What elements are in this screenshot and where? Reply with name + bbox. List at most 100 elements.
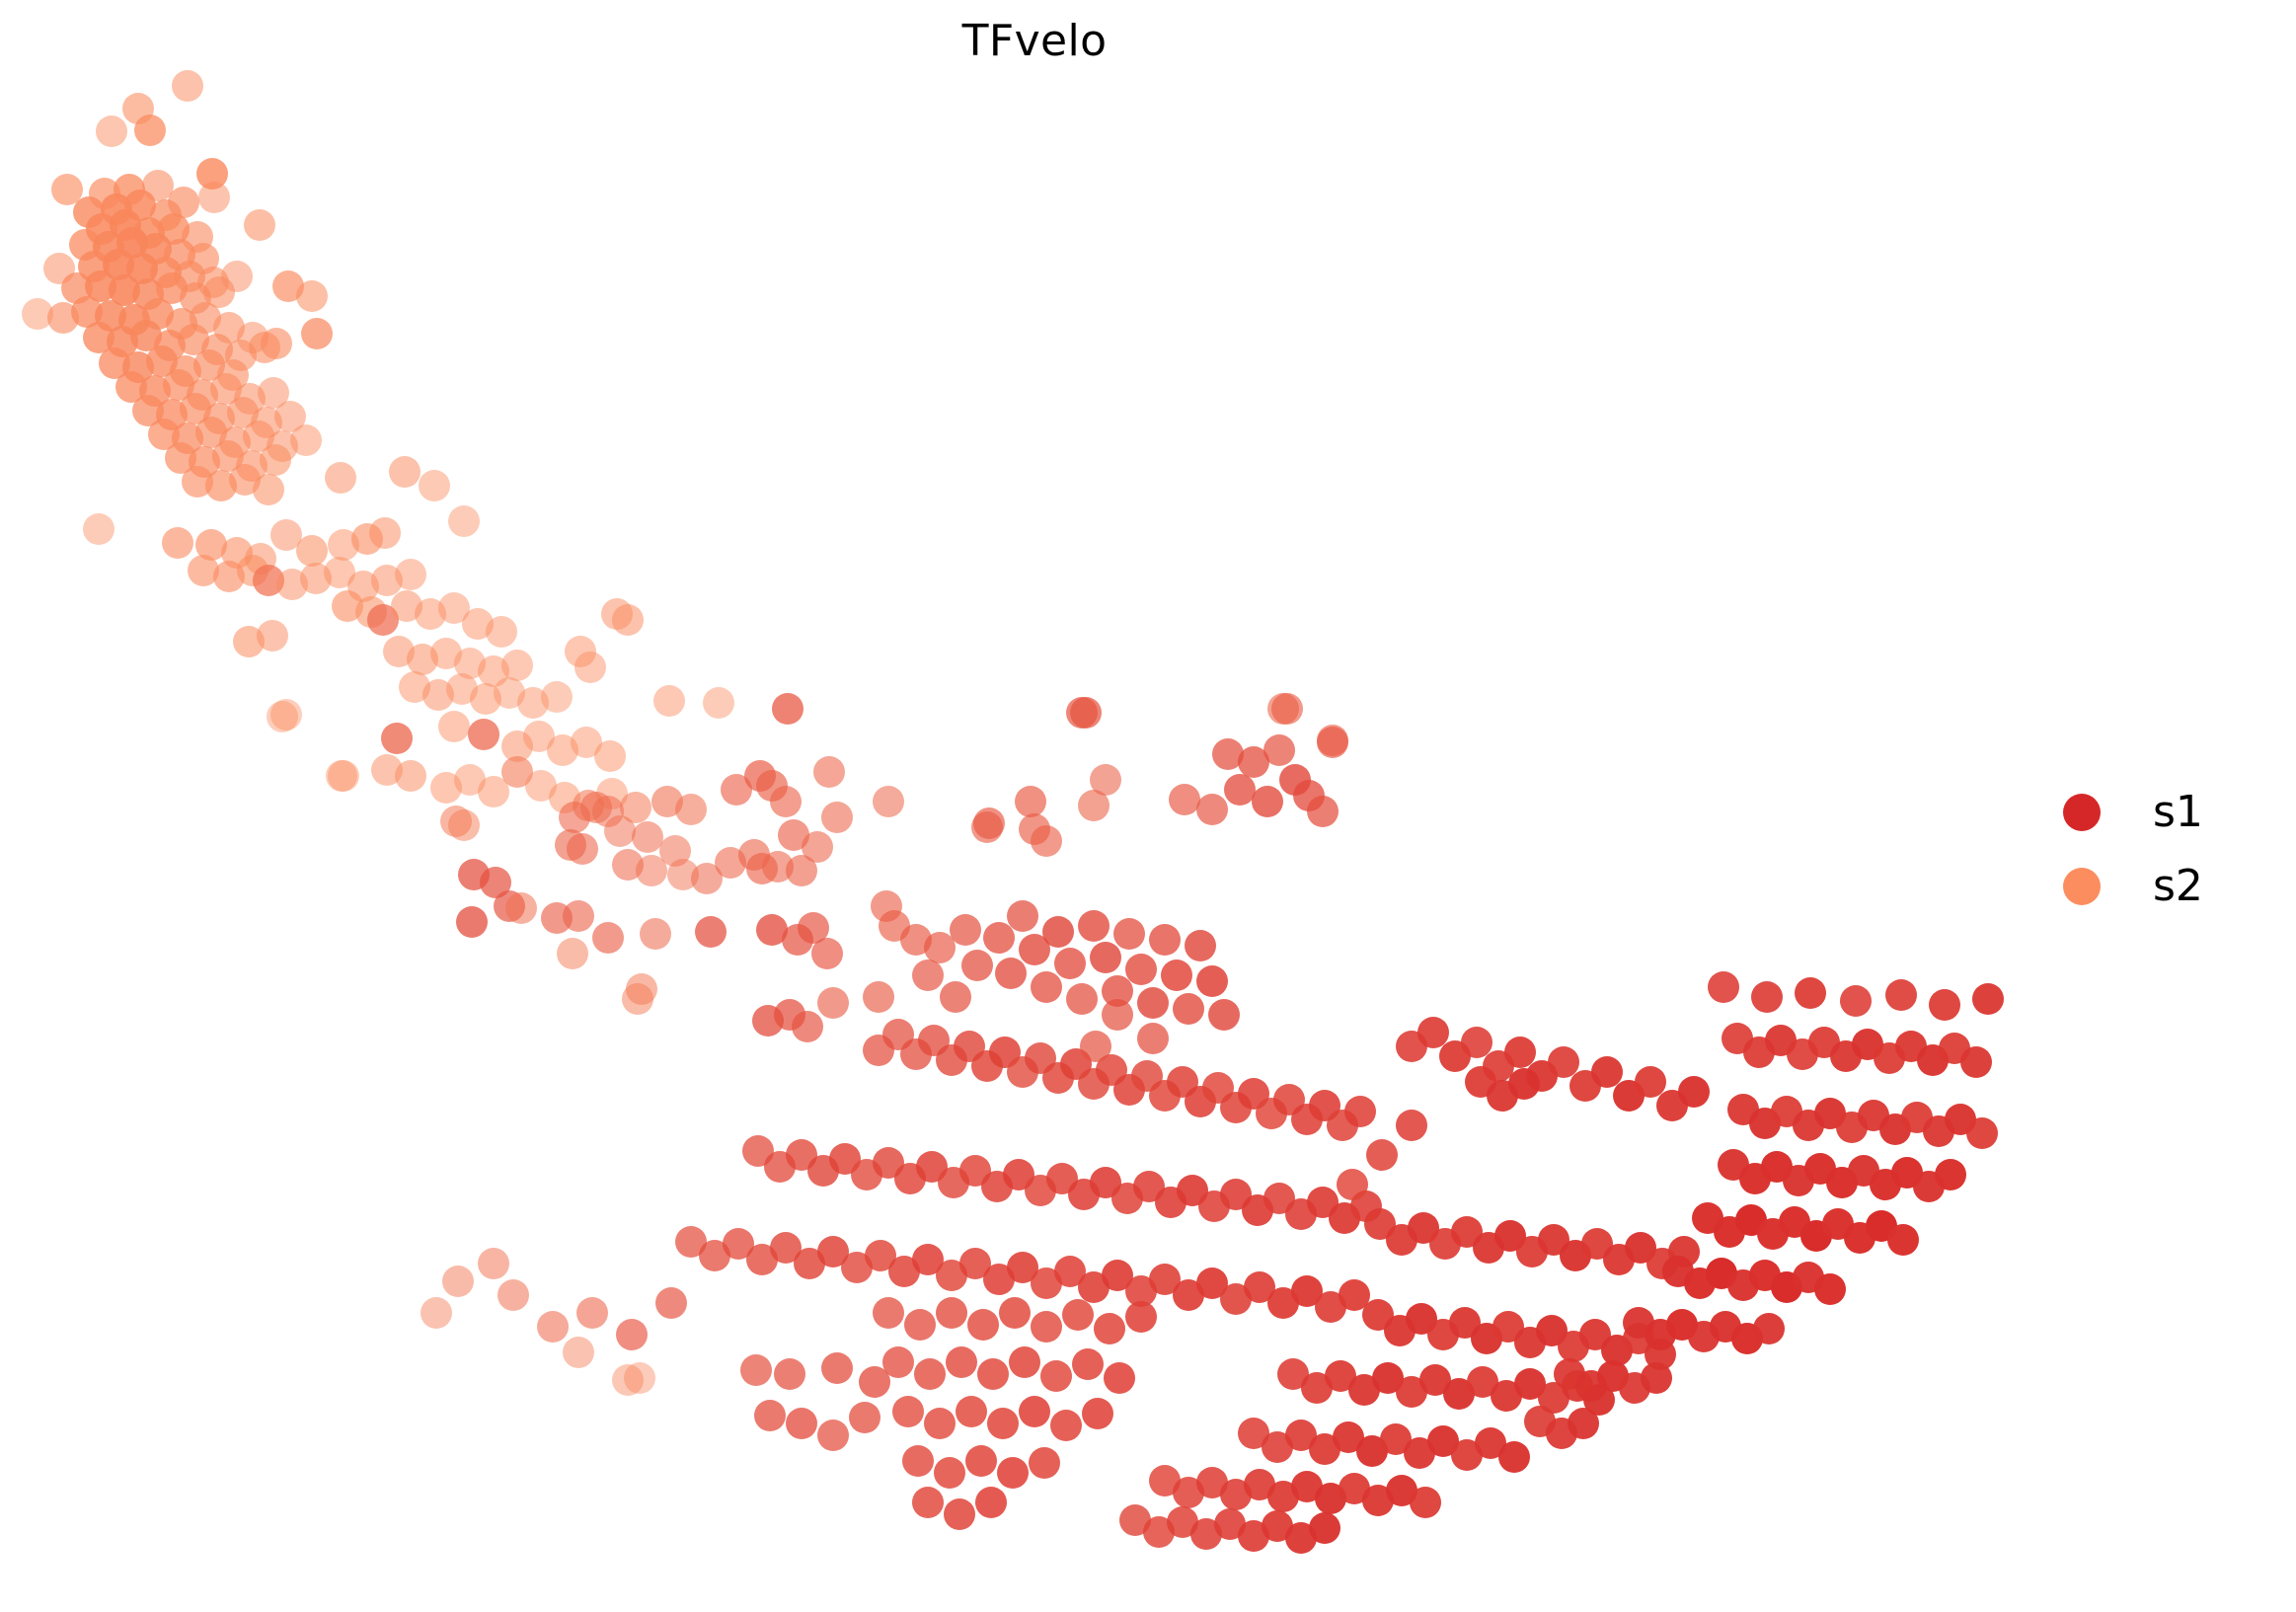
scatter-point <box>571 727 602 758</box>
scatter-point <box>1344 1096 1376 1127</box>
scatter-point <box>742 1135 774 1167</box>
scatter-point <box>1307 1187 1339 1218</box>
scatter-point <box>811 938 843 969</box>
scatter-point <box>1291 1471 1323 1502</box>
scatter-point <box>1102 975 1133 1007</box>
scatter-point <box>391 590 422 622</box>
scatter-point <box>296 280 328 312</box>
scatter-point <box>1080 1031 1111 1062</box>
scatter-point <box>99 347 130 379</box>
scatter-point <box>233 626 265 657</box>
scatter-point <box>415 598 446 630</box>
scatter-point <box>636 855 667 886</box>
scatter-point <box>1072 1348 1104 1380</box>
scatter-point <box>1814 1273 1846 1305</box>
scatter-point <box>1339 1473 1370 1504</box>
scatter-point <box>328 529 359 561</box>
scatter-point <box>1196 794 1228 825</box>
scatter-point <box>1212 738 1244 770</box>
scatter-point <box>156 272 188 304</box>
scatter-point <box>1504 1036 1536 1068</box>
scatter-point <box>1449 1307 1481 1339</box>
scatter-point <box>1309 1433 1340 1465</box>
scatter-point <box>675 1226 707 1258</box>
scatter-point <box>1491 1380 1522 1412</box>
scatter-point <box>195 417 227 448</box>
scatter-point <box>148 419 180 450</box>
scatter-point <box>188 555 219 586</box>
scatter-point <box>1267 1287 1299 1319</box>
scatter-point <box>260 444 291 476</box>
scatter-point <box>882 1346 914 1378</box>
scatter-point <box>1291 1275 1323 1307</box>
scatter-point <box>632 821 663 853</box>
scatter-point <box>1427 1425 1459 1457</box>
scatter-point <box>1929 989 1960 1021</box>
scatter-point <box>1125 954 1157 985</box>
scatter-point <box>456 906 488 938</box>
scatter-point <box>1062 1299 1094 1331</box>
scatter-point <box>762 851 794 883</box>
scatter-point <box>999 1297 1031 1329</box>
scatter-point <box>1325 1360 1356 1392</box>
scatter-point <box>1538 1224 1569 1256</box>
scatter-point <box>916 1151 948 1183</box>
scatter-point <box>438 711 470 742</box>
scatter-point <box>227 397 259 428</box>
scatter-point <box>1285 1420 1317 1451</box>
scatter-point <box>1094 1313 1125 1344</box>
scatter-point <box>1960 1046 1992 1078</box>
scatter-point <box>1173 993 1204 1025</box>
scatter-point <box>1220 1479 1252 1510</box>
scatter-point <box>675 794 707 825</box>
scatter-point <box>987 1408 1019 1439</box>
scatter-point <box>462 608 494 640</box>
scatter-point <box>1514 1368 1546 1400</box>
scatter-point <box>1040 1360 1072 1392</box>
scatter-point <box>258 377 289 409</box>
scatter-point <box>1548 1046 1579 1078</box>
scatter-point <box>1417 1017 1449 1048</box>
scatter-point <box>1031 825 1062 857</box>
scatter-point <box>130 320 162 351</box>
scatter-point <box>863 981 894 1013</box>
scatter-point <box>1066 697 1098 729</box>
scatter-point <box>620 792 651 823</box>
scatter-point <box>480 867 511 898</box>
scatter-point <box>85 270 116 302</box>
scatter-point <box>821 802 853 833</box>
scatter-point <box>1078 1271 1110 1303</box>
scatter-point <box>977 1358 1009 1390</box>
scatter-point <box>1137 987 1169 1019</box>
scatter-point <box>892 1396 924 1427</box>
scatter-point <box>486 616 517 648</box>
scatter-point <box>655 1287 687 1319</box>
scatter-point <box>213 561 245 592</box>
scatter-point <box>873 786 904 817</box>
scatter-point <box>1125 1275 1157 1307</box>
legend-item-s1[interactable]: s1 <box>2063 775 2290 849</box>
scatter-point <box>1339 1279 1370 1311</box>
scatter-point <box>563 900 594 932</box>
scatter-point <box>865 1240 896 1271</box>
scatter-point <box>1451 1216 1483 1248</box>
scatter-point <box>1408 1212 1439 1244</box>
scatter-point <box>163 369 194 401</box>
scatter-point <box>419 470 450 501</box>
legend-item-s2[interactable]: s2 <box>2063 849 2290 923</box>
scatter-point <box>786 1408 817 1439</box>
scatter-point <box>1125 1301 1157 1333</box>
scatter-point <box>983 922 1015 954</box>
scatter-point <box>300 563 332 594</box>
scatter-point <box>468 719 499 750</box>
scatter-point <box>959 1248 991 1279</box>
scatter-point <box>541 681 573 713</box>
scatter-point <box>1795 977 1826 1009</box>
scatter-point <box>1467 1366 1498 1398</box>
scatter-point <box>446 673 478 705</box>
scatter-point <box>624 1362 655 1394</box>
scatter-point <box>817 1420 849 1451</box>
scatter-point <box>1196 1467 1228 1498</box>
scatter-point <box>1252 786 1283 817</box>
scatter-point <box>904 1309 936 1341</box>
